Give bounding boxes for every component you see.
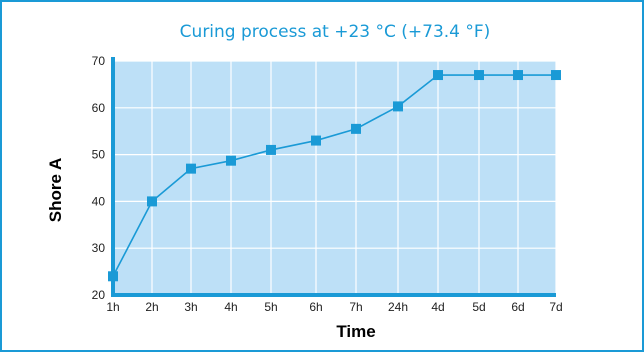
x-tick-label: 7h — [349, 300, 362, 314]
x-tick-label: 24h — [388, 300, 408, 314]
x-tick-label: 6d — [511, 300, 524, 314]
data-point-marker — [266, 144, 276, 155]
plot-area — [113, 61, 556, 295]
x-axis-label: Time — [336, 322, 376, 341]
x-tick-label: 5d — [472, 300, 485, 314]
x-tick-label: 4d — [431, 300, 444, 314]
data-point-marker — [186, 163, 196, 174]
x-tick-label: 1h — [106, 300, 119, 314]
y-tick-label: 70 — [92, 54, 106, 68]
x-tick-label: 3h — [184, 300, 197, 314]
y-tick-label: 40 — [92, 194, 106, 208]
data-point-marker — [226, 155, 236, 166]
y-tick-label: 30 — [92, 241, 106, 255]
data-point-marker — [433, 70, 443, 81]
y-tick-label: 60 — [92, 101, 106, 115]
x-tick-label: 4h — [224, 300, 237, 314]
y-tick-label: 50 — [92, 148, 106, 162]
x-tick-label: 6h — [309, 300, 322, 314]
series-line — [112, 74, 556, 277]
y-tick-label: 20 — [92, 288, 106, 302]
x-tick-label: 7d — [549, 300, 562, 314]
data-point-marker — [474, 70, 484, 81]
data-point-marker — [147, 196, 157, 207]
data-point-marker — [513, 70, 523, 81]
data-point-marker — [393, 101, 403, 112]
x-tick-label: 2h — [145, 300, 158, 314]
data-point-marker — [351, 123, 361, 134]
data-point-marker — [551, 70, 561, 81]
data-point-marker — [108, 271, 118, 282]
x-tick-label: 5h — [264, 300, 277, 314]
data-point-marker — [311, 135, 321, 146]
chart-title: Curing process at +23 °C (+73.4 °F) — [179, 22, 491, 42]
